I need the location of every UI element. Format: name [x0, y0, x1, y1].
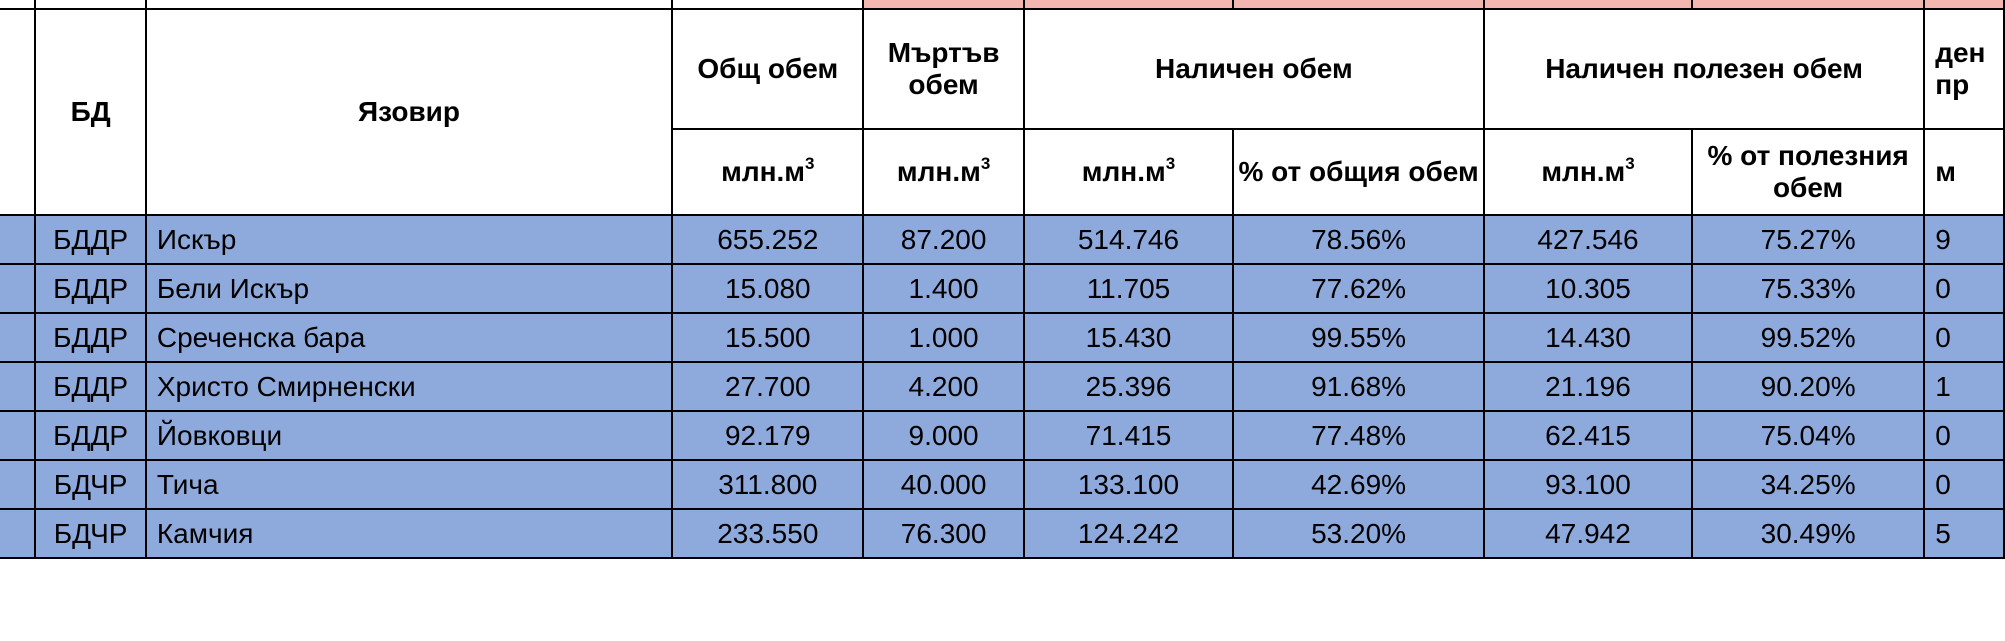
cell-useful-pct: 90.20% — [1691, 361, 1926, 412]
header-available-volume: Наличен обем — [1022, 8, 1485, 130]
header-pct-total: % от общия обем — [1232, 128, 1485, 216]
cell-reservoir: Искър — [144, 214, 674, 265]
cell-dead: 87.200 — [862, 214, 1025, 265]
cell-total: 655.252 — [671, 214, 865, 265]
header-total-volume: Общ обем — [671, 8, 865, 130]
cell-reservoir: Йовковци — [144, 410, 674, 461]
header-next-partial: ден пр — [1923, 8, 2005, 130]
table-row: БДЧР Тича 311.800 40.000 133.100 42.69% … — [0, 459, 2005, 510]
cell-total: 27.700 — [671, 361, 865, 412]
cell-useful-pct: 34.25% — [1691, 459, 1926, 510]
header-index-cell — [0, 8, 37, 216]
cell-available: 514.746 — [1022, 214, 1235, 265]
cell-available: 25.396 — [1022, 361, 1235, 412]
table-row: БДДР Бели Искър 15.080 1.400 11.705 77.6… — [0, 263, 2005, 314]
unit-label: млн.м — [1541, 155, 1626, 187]
cell-dead: 4.200 — [862, 361, 1025, 412]
unit-label: млн.м — [721, 155, 806, 187]
cell-total: 15.500 — [671, 312, 865, 363]
reservoir-table-container: БД Язовир Общ обем Мъртъв обем Наличен о… — [0, 0, 2005, 559]
cell-available-pct: 42.69% — [1232, 459, 1485, 510]
unit-total: млн.м3 — [671, 128, 865, 216]
cell-available-pct: 78.56% — [1232, 214, 1485, 265]
cell-reservoir: Христо Смирненски — [144, 361, 674, 412]
table-row: БДДР Искър 655.252 87.200 514.746 78.56%… — [0, 214, 2005, 265]
cell-available: 71.415 — [1022, 410, 1235, 461]
cell-next: 1 — [1923, 361, 2005, 412]
cell-available-pct: 99.55% — [1232, 312, 1485, 363]
cell-available-pct: 53.20% — [1232, 508, 1485, 559]
cell-useful: 14.430 — [1482, 312, 1694, 363]
unit-useful: млн.м3 — [1482, 128, 1694, 216]
cell-bd: БДДР — [34, 361, 147, 412]
unit-superscript: 3 — [1165, 153, 1176, 173]
cell-next: 0 — [1923, 410, 2005, 461]
cell-useful: 47.942 — [1482, 508, 1694, 559]
cell-useful: 93.100 — [1482, 459, 1694, 510]
cell-next: 9 — [1923, 214, 2005, 265]
cell-available-pct: 77.62% — [1232, 263, 1485, 314]
cell-available-pct: 91.68% — [1232, 361, 1485, 412]
cell-reservoir: Среченска бара — [144, 312, 674, 363]
unit-next-partial: м — [1923, 128, 2005, 216]
unit-superscript: 3 — [1625, 153, 1635, 173]
cell-useful-pct: 75.27% — [1691, 214, 1926, 265]
cell-useful: 427.546 — [1482, 214, 1694, 265]
table-row: БДДР Среченска бара 15.500 1.000 15.430 … — [0, 312, 2005, 363]
unit-dead: млн.м3 — [862, 128, 1025, 216]
cell-useful: 10.305 — [1482, 263, 1694, 314]
cell-useful: 62.415 — [1482, 410, 1694, 461]
unit-available: млн.м3 — [1022, 128, 1235, 216]
cell-bd: БДДР — [34, 410, 147, 461]
cell-useful-pct: 30.49% — [1691, 508, 1926, 559]
unit-label: млн.м — [1081, 155, 1166, 187]
unit-label: млн.м — [896, 155, 981, 187]
cell-available: 124.242 — [1022, 508, 1235, 559]
cell-dead: 40.000 — [862, 459, 1025, 510]
cell-bd: БДЧР — [34, 508, 147, 559]
table-row: БДЧР Камчия 233.550 76.300 124.242 53.20… — [0, 508, 2005, 559]
cell-total: 15.080 — [671, 263, 865, 314]
header-bd: БД — [34, 8, 147, 216]
table-row: БДДР Христо Смирненски 27.700 4.200 25.3… — [0, 361, 2005, 412]
header-row-1: БД Язовир Общ обем Мъртъв обем Наличен о… — [0, 8, 2005, 216]
cell-bd: БДДР — [34, 263, 147, 314]
cell-dead: 76.300 — [862, 508, 1025, 559]
cell-dead: 1.000 — [862, 312, 1025, 363]
unit-superscript: 3 — [980, 153, 991, 173]
cell-useful-pct: 99.52% — [1691, 312, 1926, 363]
cell-reservoir: Камчия — [144, 508, 674, 559]
cell-dead: 1.400 — [862, 263, 1025, 314]
cell-useful: 21.196 — [1482, 361, 1694, 412]
cell-useful-pct: 75.04% — [1691, 410, 1926, 461]
reservoir-table: БД Язовир Общ обем Мъртъв обем Наличен о… — [0, 0, 2005, 559]
header-pct-useful: % от полезния обем — [1691, 128, 1926, 216]
unit-superscript: 3 — [805, 153, 815, 173]
cell-next: 0 — [1923, 312, 2005, 363]
cell-next: 5 — [1923, 508, 2005, 559]
top-strip — [0, 0, 2005, 10]
cell-available: 133.100 — [1022, 459, 1235, 510]
cell-reservoir: Бели Искър — [144, 263, 674, 314]
header-dead-volume: Мъртъв обем — [862, 8, 1025, 130]
cell-available-pct: 77.48% — [1232, 410, 1485, 461]
header-reservoir: Язовир — [144, 8, 674, 216]
cell-bd: БДДР — [34, 312, 147, 363]
cell-bd: БДЧР — [34, 459, 147, 510]
cell-useful-pct: 75.33% — [1691, 263, 1926, 314]
cell-available: 11.705 — [1022, 263, 1235, 314]
cell-reservoir: Тича — [144, 459, 674, 510]
cell-dead: 9.000 — [862, 410, 1025, 461]
header-row-2: млн.м3 млн.м3 млн.м3 % от общия обем млн… — [0, 128, 2005, 216]
cell-available: 15.430 — [1022, 312, 1235, 363]
table-row: БДДР Йовковци 92.179 9.000 71.415 77.48%… — [0, 410, 2005, 461]
cell-total: 233.550 — [671, 508, 865, 559]
header-available-useful-volume: Наличен полезен обем — [1482, 8, 1926, 130]
cell-next: 0 — [1923, 263, 2005, 314]
cell-bd: БДДР — [34, 214, 147, 265]
cell-total: 92.179 — [671, 410, 865, 461]
cell-next: 0 — [1923, 459, 2005, 510]
cell-total: 311.800 — [671, 459, 865, 510]
